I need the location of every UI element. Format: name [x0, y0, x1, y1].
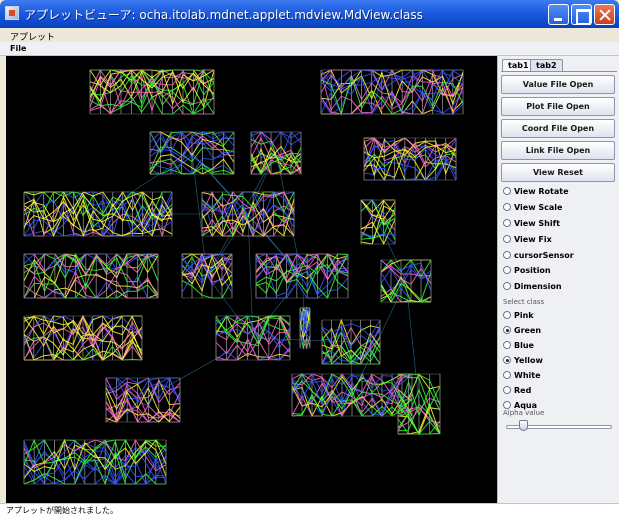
radio-icon	[503, 251, 511, 259]
radio-class-red[interactable]: Red	[503, 386, 531, 397]
graph-node-glyph[interactable]	[23, 252, 159, 299]
status-text: アプレットが開始されました。	[6, 506, 118, 515]
value-file-open-button[interactable]: Value File Open	[501, 75, 615, 94]
radio-class-blue[interactable]: Blue	[503, 341, 534, 352]
graph-node-glyph[interactable]	[149, 130, 235, 175]
radio-class-yellow[interactable]: Yellow	[503, 356, 543, 367]
java-app-icon	[5, 6, 19, 20]
graph-node-glyph[interactable]	[250, 131, 302, 176]
radio-position[interactable]: Position	[503, 266, 551, 277]
graph-node-glyph[interactable]	[201, 190, 295, 238]
radio-class-aqua[interactable]: Aqua	[503, 401, 537, 412]
maximize-button[interactable]	[571, 4, 592, 25]
link-file-open-button[interactable]: Link File Open	[501, 141, 615, 160]
radio-selected-icon	[503, 356, 511, 364]
radio-class-white[interactable]: White	[503, 371, 541, 382]
control-panel: tab1 tab2 Value File Open Plot File Open…	[497, 56, 619, 503]
graph-node-glyph[interactable]	[299, 306, 311, 350]
graph-edges	[97, 152, 420, 405]
graph-viewer-canvas[interactable]	[6, 56, 497, 503]
title-bar[interactable]: アプレットビューア: ocha.itolab.mdnet.applet.mdvi…	[0, 0, 619, 28]
tab-divider	[501, 71, 617, 72]
tab-tab2[interactable]: tab2	[530, 59, 563, 71]
radio-icon	[503, 311, 511, 319]
parallel-coordinates-network	[23, 68, 464, 486]
graph-edge	[405, 280, 420, 405]
alpha-slider-thumb[interactable]	[519, 420, 528, 431]
graph-node-glyph[interactable]	[321, 318, 381, 365]
radio-icon	[503, 266, 511, 274]
radio-icon	[503, 371, 511, 379]
menu-applet[interactable]: アプレット	[10, 33, 56, 43]
graph-node-glyph[interactable]	[380, 259, 432, 304]
graph-edge	[97, 152, 193, 215]
radio-view-fix[interactable]: View Fix	[503, 235, 552, 246]
graph-node-glyph[interactable]	[105, 376, 181, 424]
radio-class-pink[interactable]: Pink	[503, 311, 534, 322]
view-reset-button[interactable]: View Reset	[501, 163, 615, 182]
plot-file-open-button[interactable]: Plot File Open	[501, 97, 615, 116]
graph-node-glyph[interactable]	[23, 438, 167, 486]
graph-node-glyph[interactable]	[23, 191, 173, 238]
graph-edge	[247, 213, 254, 339]
status-bar: アプレットが開始されました。	[0, 503, 619, 515]
graph-node-glyph[interactable]	[181, 252, 233, 299]
radio-icon	[503, 203, 511, 211]
graph-edge	[206, 152, 277, 277]
window-title: アプレットビューア: ocha.itolab.mdnet.applet.mdvi…	[24, 8, 423, 22]
radio-class-green[interactable]: Green	[503, 326, 541, 337]
graph-node-glyph[interactable]	[363, 137, 457, 182]
graph-node-glyph[interactable]	[255, 252, 349, 299]
minimize-button[interactable]	[548, 4, 569, 25]
radio-view-scale[interactable]: View Scale	[503, 203, 562, 214]
graph-edge	[377, 221, 407, 282]
graph-node-glyph[interactable]	[397, 372, 441, 436]
radio-icon	[503, 386, 511, 394]
graph-edge	[142, 337, 254, 401]
close-button[interactable]	[594, 4, 615, 25]
radio-cursor-sensor[interactable]: cursorSensor	[503, 251, 574, 262]
radio-view-rotate[interactable]: View Rotate	[503, 187, 569, 198]
graph-node-glyph[interactable]	[360, 199, 396, 246]
menu-file[interactable]: File	[10, 44, 27, 53]
applet-viewer-menubar: アプレット	[0, 28, 619, 43]
radio-icon	[503, 341, 511, 349]
radio-icon	[503, 401, 511, 409]
applet-menubar: File	[0, 42, 619, 56]
radio-icon	[503, 219, 511, 227]
graph-node-glyph[interactable]	[291, 372, 413, 418]
graph-edge	[191, 152, 208, 277]
radio-view-shift[interactable]: View Shift	[503, 219, 560, 230]
radio-dimension[interactable]: Dimension	[503, 282, 562, 293]
coord-file-open-button[interactable]: Coord File Open	[501, 119, 615, 138]
graph-node-glyph[interactable]	[215, 314, 291, 361]
alpha-slider-track[interactable]	[506, 425, 612, 429]
graph-node-glyph[interactable]	[320, 68, 464, 116]
graph-node-glyph[interactable]	[89, 68, 215, 115]
radio-icon	[503, 187, 511, 195]
radio-icon	[503, 235, 511, 243]
radio-selected-icon	[503, 326, 511, 334]
radio-icon	[503, 282, 511, 290]
graph-edge	[206, 275, 254, 339]
graph-node-glyph[interactable]	[23, 314, 143, 362]
select-class-label: Select class	[503, 298, 545, 306]
alpha-value-label: Alpha value	[503, 409, 545, 417]
